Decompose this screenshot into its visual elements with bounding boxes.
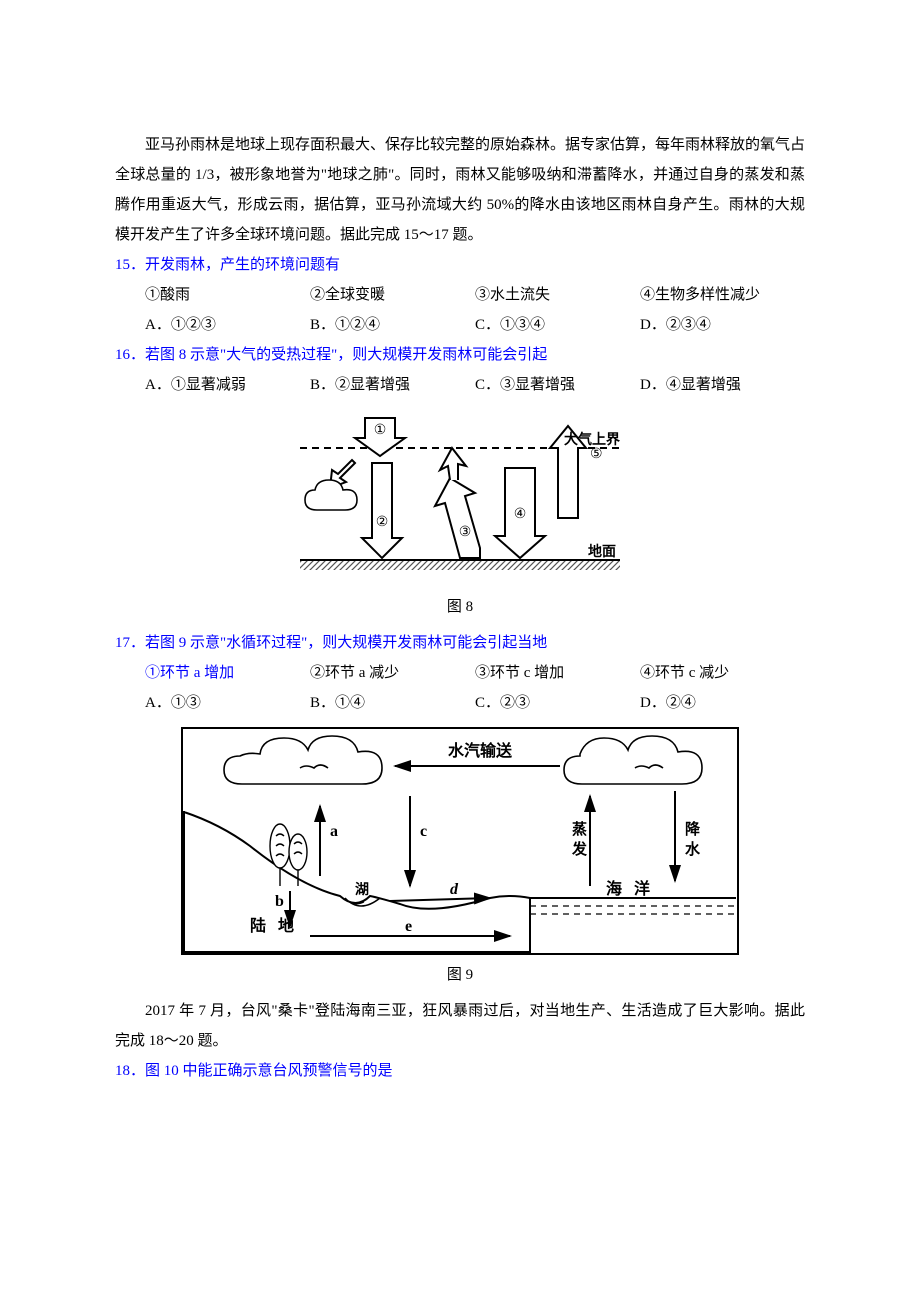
q15-opt-b: B．①②④ [310, 310, 475, 340]
figure-9-svg: 水汽输送 蒸 发 降 水 a b [180, 726, 740, 956]
q15-item-4: ④生物多样性减少 [640, 280, 805, 310]
q17-opt-a: A．①③ [145, 688, 310, 718]
fig9-transport: 水汽输送 [448, 741, 513, 760]
fig9-a: a [330, 823, 338, 840]
q17-item-1: ①环节 a 增加 [145, 658, 310, 688]
q16-opt-b: B．②显著增强 [310, 370, 475, 400]
figure-8: ① ② ③ ④ [115, 408, 805, 588]
q16-opt-c: C．③显著增强 [475, 370, 640, 400]
fig8-top-label: 大气上界 [564, 431, 621, 448]
q17-item-4: ④环节 c 减少 [640, 658, 805, 688]
fig8-n5: ⑤ [590, 447, 603, 462]
figure-9: 水汽输送 蒸 发 降 水 a b [115, 726, 805, 956]
q17-opt-b: B．①④ [310, 688, 475, 718]
fig9-e: e [405, 918, 412, 935]
q15-stem: 15．开发雨林，产生的环境问题有 [115, 250, 805, 280]
q18-stem: 18．图 10 中能正确示意台风预警信号的是 [115, 1056, 805, 1086]
fig9-evap-2: 发 [571, 840, 588, 858]
fig9-c: c [420, 823, 427, 840]
q15-item-3: ③水土流失 [475, 280, 640, 310]
q17-opt-d: D．②④ [640, 688, 805, 718]
q17-opt-c: C．②③ [475, 688, 640, 718]
fig8-n2: ② [376, 515, 389, 530]
q17-item-3: ③环节 c 增加 [475, 658, 640, 688]
fig9-d: d [450, 881, 459, 898]
fig9-land: 陆 地 [250, 916, 298, 935]
q17-items: ①环节 a 增加 ②环节 a 减少 ③环节 c 增加 ④环节 c 减少 [115, 658, 805, 688]
q15-opt-c: C．①③④ [475, 310, 640, 340]
exam-page: 亚马孙雨林是地球上现存面积最大、保存比较完整的原始森林。据专家估算，每年雨林释放… [0, 0, 920, 1302]
fig9-evap-1: 蒸 [572, 820, 587, 838]
figure-9-caption: 图 9 [115, 960, 805, 990]
q17-item-2: ②环节 a 减少 [310, 658, 475, 688]
q15-items: ①酸雨 ②全球变暖 ③水土流失 ④生物多样性减少 [115, 280, 805, 310]
fig8-ground-label: 地面 [588, 543, 616, 560]
q15-opt-a: A．①②③ [145, 310, 310, 340]
q16-options: A．①显著减弱 B．②显著增强 C．③显著增强 D．④显著增强 [115, 370, 805, 400]
q15-options: A．①②③ B．①②④ C．①③④ D．②③④ [115, 310, 805, 340]
fig9-ocean: 海 洋 [606, 879, 654, 898]
fig9-precip-1: 降 [685, 820, 701, 838]
fig8-n1: ① [374, 423, 387, 438]
q16-opt-d: D．④显著增强 [640, 370, 805, 400]
passage-2: 2017 年 7 月，台风"桑卡"登陆海南三亚，狂风暴雨过后，对当地生产、生活造… [115, 996, 805, 1056]
figure-8-caption: 图 8 [115, 592, 805, 622]
fig9-b: b [275, 893, 284, 910]
fig9-precip-2: 水 [685, 840, 701, 858]
q15-item-2: ②全球变暖 [310, 280, 475, 310]
q15-item-1: ①酸雨 [145, 280, 310, 310]
fig9-lake: 湖 [355, 882, 369, 898]
passage-1: 亚马孙雨林是地球上现存面积最大、保存比较完整的原始森林。据专家估算，每年雨林释放… [115, 130, 805, 250]
q17-stem: 17．若图 9 示意"水循环过程"，则大规模开发雨林可能会引起当地 [115, 628, 805, 658]
fig8-n4: ④ [514, 507, 527, 522]
figure-8-svg: ① ② ③ ④ [280, 408, 640, 588]
q16-stem: 16．若图 8 示意"大气的受热过程"，则大规模开发雨林可能会引起 [115, 340, 805, 370]
q16-opt-a: A．①显著减弱 [145, 370, 310, 400]
q15-opt-d: D．②③④ [640, 310, 805, 340]
q17-options: A．①③ B．①④ C．②③ D．②④ [115, 688, 805, 718]
fig8-n3: ③ [459, 525, 472, 540]
